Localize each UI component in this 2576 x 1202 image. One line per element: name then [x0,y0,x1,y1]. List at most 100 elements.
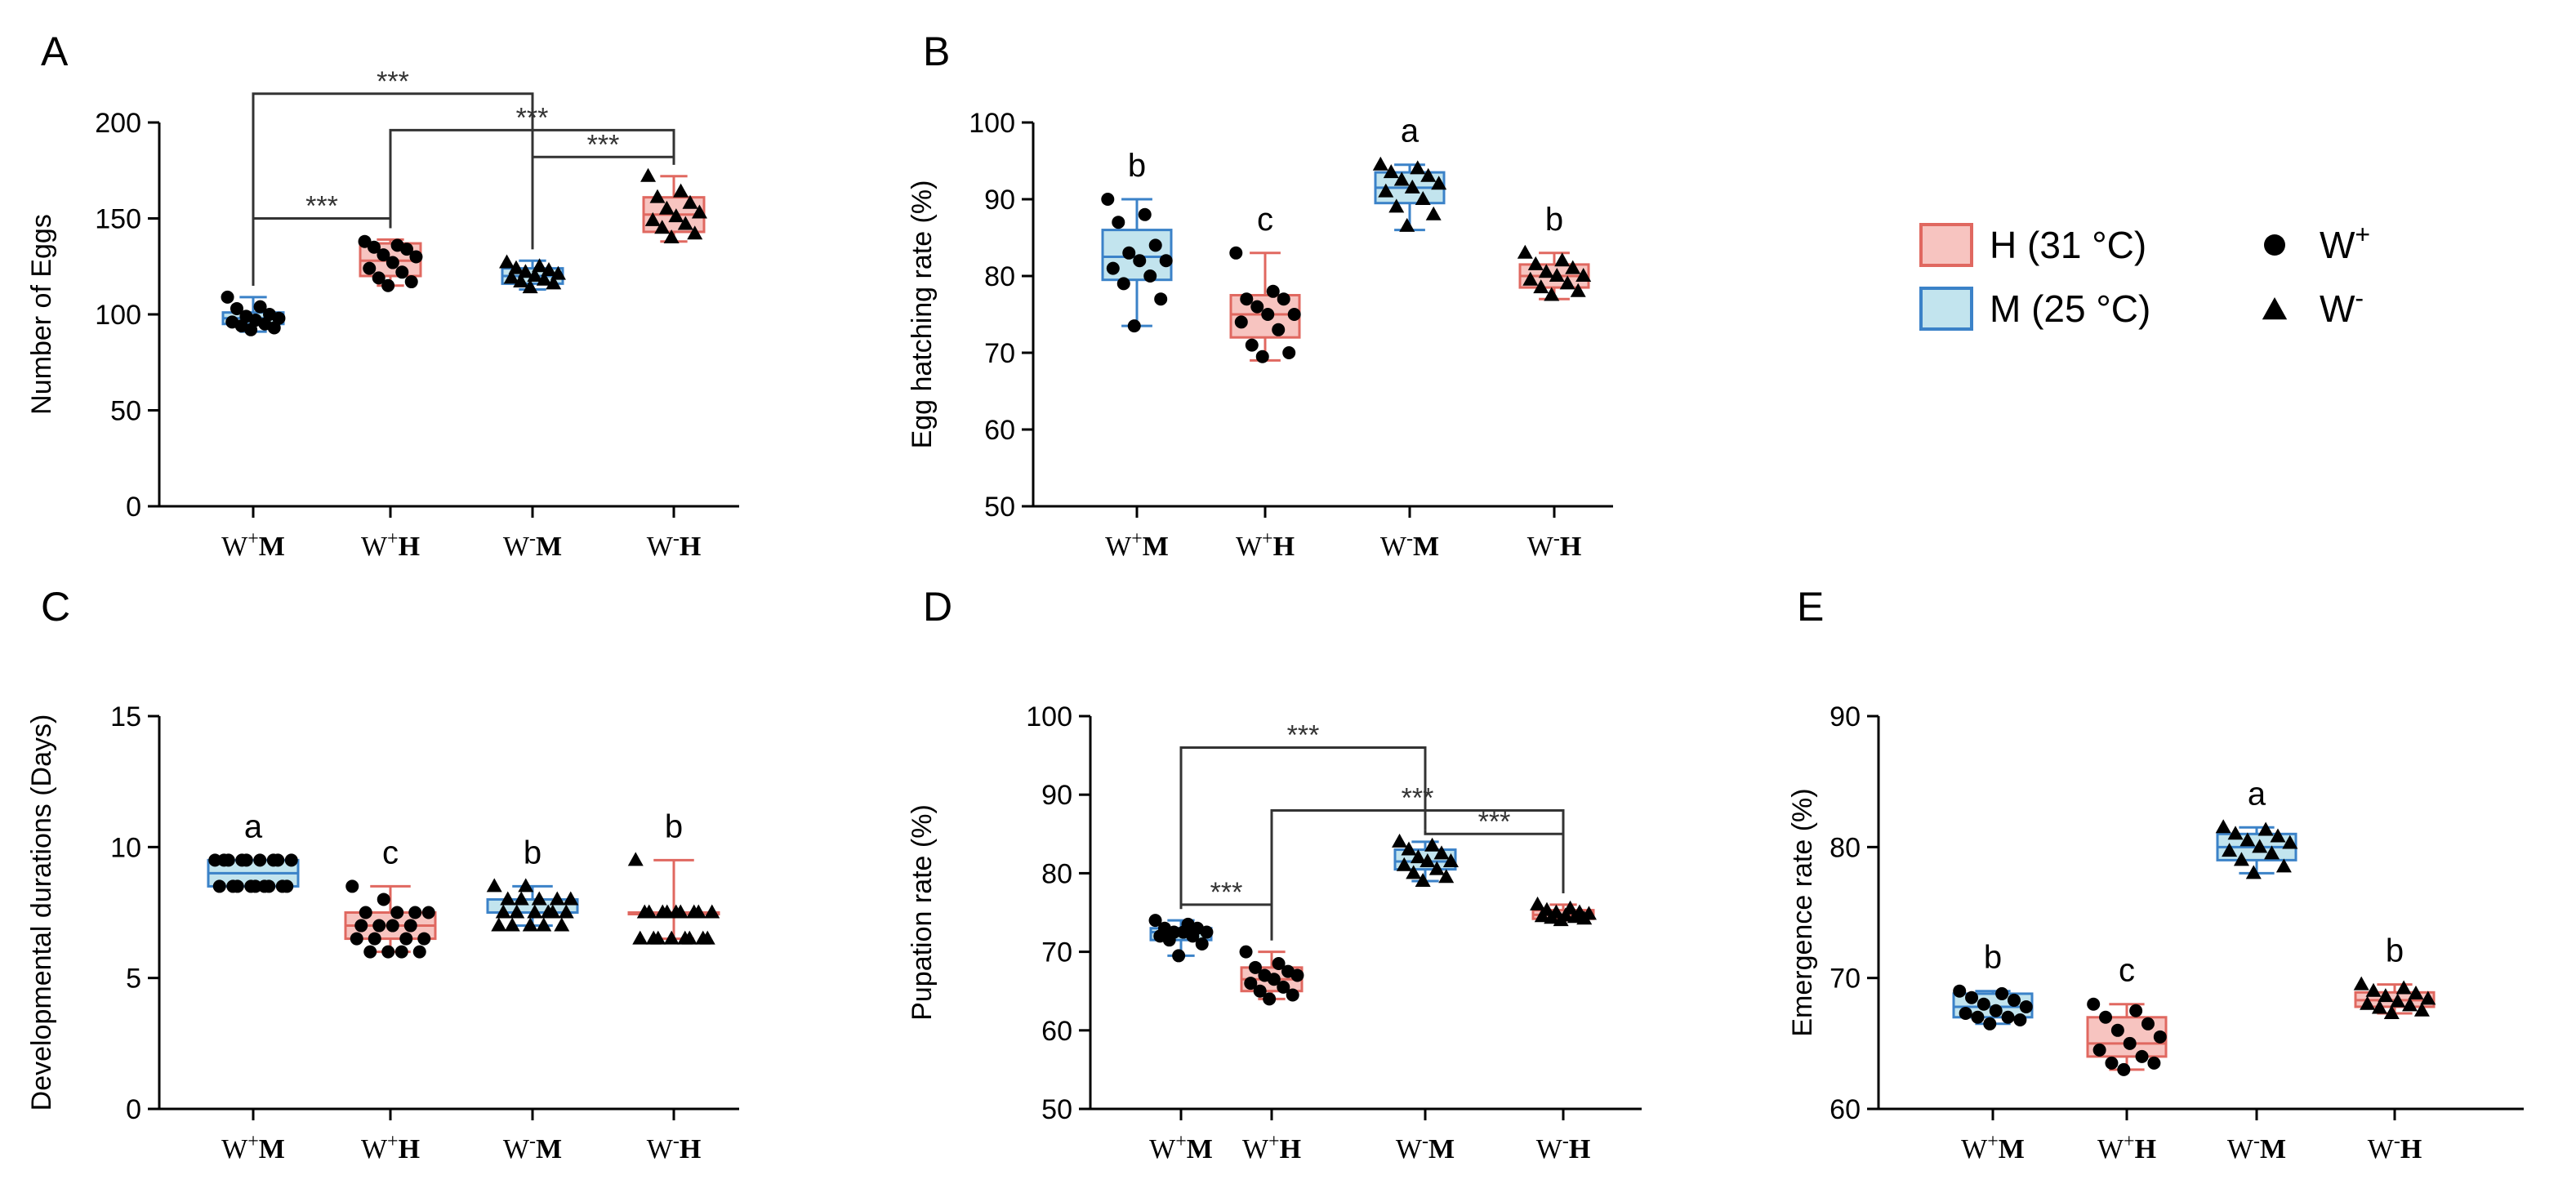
y-tick-label: 0 [126,1094,141,1125]
data-point [2087,997,2101,1011]
data-point [531,891,547,906]
significance-label: *** [516,102,549,133]
x-label-base: W [1396,1134,1423,1164]
x-label-base: W [1149,1134,1176,1164]
x-label-cond: M [1187,1134,1213,1164]
box-group [2353,976,2436,1019]
x-label-cond: H [2400,1134,2422,1164]
data-point [1410,160,1426,175]
x-label-sup: - [2394,1131,2400,1152]
x-tick-label: W+M [221,1131,285,1164]
data-point [2264,845,2280,860]
data-point [212,879,226,893]
data-point [275,879,289,893]
x-label-base: W [503,1134,530,1164]
data-point [2141,1017,2155,1031]
y-tick-label: 100 [95,300,141,331]
x-tick-label: W-M [1380,528,1439,562]
x-tick-label: W-H [1527,528,1582,562]
box-group [221,290,286,336]
x-label-base: W [647,532,674,562]
legend-label: H (31 °C) [1990,224,2146,266]
data-point [226,879,240,893]
data-point [1534,908,1550,923]
data-point [267,321,281,335]
data-point [358,234,372,248]
x-tick-label: W+M [1149,1131,1213,1164]
data-point [1404,179,1420,194]
data-point [2110,1023,2124,1037]
data-point [1240,292,1254,306]
legend-marker-label: W+ [2320,220,2370,266]
data-point [395,265,409,279]
x-label-cond: H [1273,532,1295,562]
legend-marker-sup: - [2355,283,2364,313]
data-point [2402,997,2418,1012]
data-point [2099,1010,2113,1024]
x-label-base: W [1961,1134,1988,1164]
x-label-sup: + [1268,1131,1280,1152]
y-tick-label: 10 [110,832,141,863]
data-point [1154,292,1168,306]
x-tick-label: W-M [503,1131,562,1164]
data-point [253,853,267,867]
box-group [207,853,300,893]
significance-label: *** [1478,806,1511,837]
x-tick-label: W-M [1396,1131,1455,1164]
x-label-base: W [1105,532,1132,562]
data-point [2413,1002,2430,1017]
y-tick-label: 50 [984,492,1015,523]
data-point [1406,865,1422,879]
data-point [1953,984,1967,998]
data-point [409,250,423,264]
data-point [2275,858,2292,873]
data-point [668,208,684,223]
data-point [1517,244,1533,259]
data-point [2360,995,2376,1010]
x-label-cond: M [259,1134,285,1164]
data-point [363,945,377,959]
data-point [1530,896,1546,910]
data-point [1576,910,1593,925]
data-point [2252,839,2268,853]
data-point [2215,819,2231,834]
data-point [522,279,538,294]
legend-marker-triangle [2262,297,2288,320]
box-group [640,167,707,243]
x-tick-label: W-M [2227,1131,2286,1164]
data-point [677,930,693,945]
x-label-sup: + [1262,528,1273,550]
data-point [513,274,529,288]
data-point [1420,167,1437,182]
y-tick-label: 80 [1041,858,1072,889]
legend-label: M (25 °C) [1990,287,2150,330]
data-point [421,906,435,919]
x-label-base: W [1527,532,1554,562]
significance-letter: c [2119,953,2135,989]
data-point [1255,349,1269,363]
x-tick-label: W-H [1536,1131,1591,1164]
data-point [686,904,702,919]
data-point [2129,1004,2143,1017]
data-point [1415,873,1431,888]
data-point [208,853,222,867]
data-point [2240,832,2256,847]
x-tick-label: W+H [361,1131,420,1164]
y-tick-label: 50 [1041,1094,1072,1125]
x-label-cond: M [259,532,285,562]
y-tick-label: 200 [95,108,141,139]
significance-label: *** [1402,782,1434,813]
data-point [2233,852,2249,866]
data-point [1253,984,1267,998]
significance-label: *** [587,129,620,160]
x-label-sup: + [1175,1131,1187,1152]
data-point [1162,933,1176,947]
data-point [230,301,243,315]
x-label-sup: - [1422,1131,1428,1152]
data-point [495,904,511,919]
x-tick-label: W+H [361,528,420,562]
data-point [417,932,431,946]
data-point [663,930,680,945]
